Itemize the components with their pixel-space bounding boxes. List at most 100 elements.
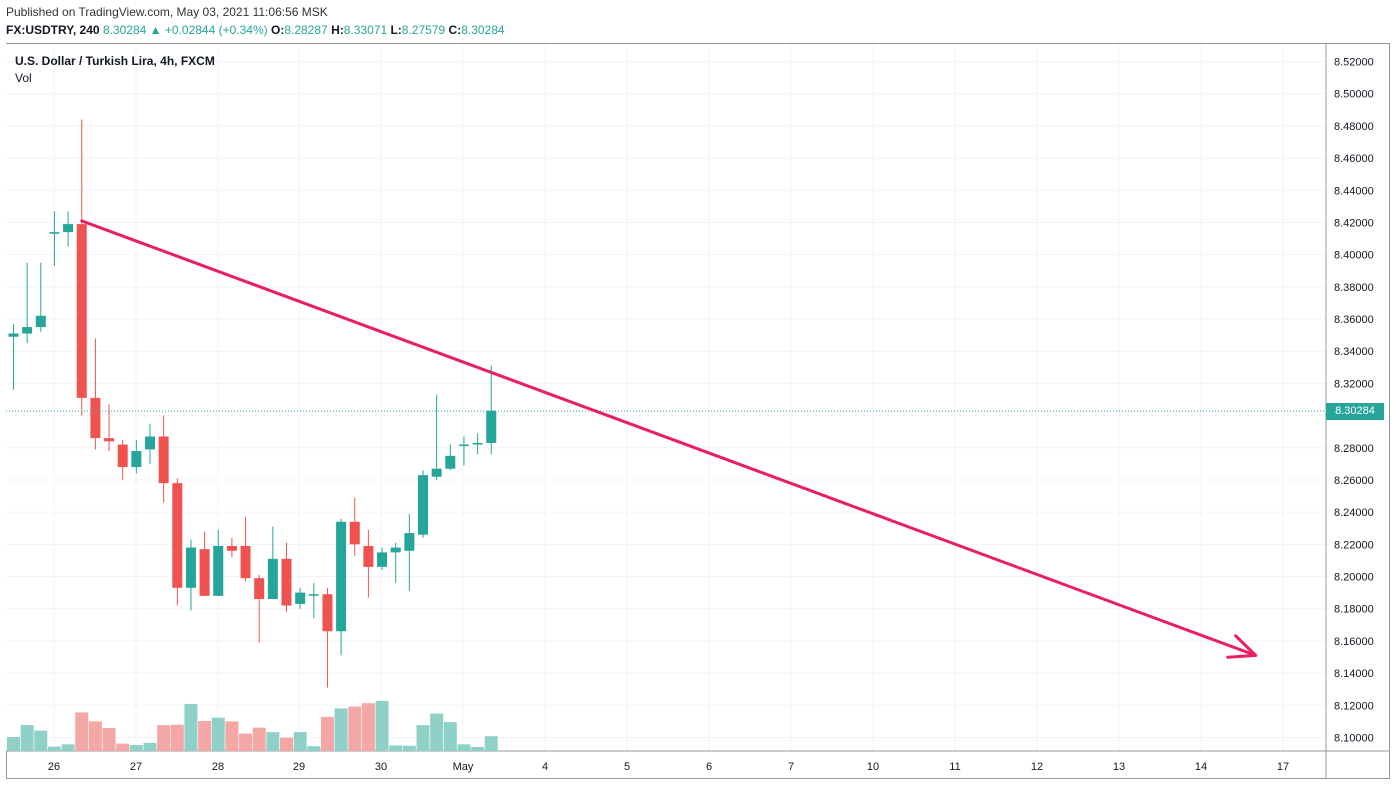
volume-bar xyxy=(20,725,34,751)
high-label: H: xyxy=(331,23,344,37)
candle-body xyxy=(63,224,74,233)
volume-bar xyxy=(225,721,239,751)
candle-body xyxy=(349,521,360,545)
y-tick-label: 8.14000 xyxy=(1334,668,1374,680)
legend-title: U.S. Dollar / Turkish Lira, 4h, FXCM xyxy=(15,54,215,68)
candle-body xyxy=(8,333,19,337)
y-tick-label: 8.44000 xyxy=(1334,185,1374,197)
candle-body xyxy=(308,594,319,596)
y-tick-label: 8.42000 xyxy=(1334,217,1374,229)
volume-bar xyxy=(157,725,171,751)
candle-body xyxy=(472,442,483,445)
low-value: 8.27579 xyxy=(401,23,446,37)
x-tick-label: 27 xyxy=(130,761,142,773)
plot-background xyxy=(6,44,1326,751)
candle-body xyxy=(199,549,210,596)
volume-bar xyxy=(239,733,253,751)
trend-line xyxy=(80,219,1258,657)
candle-body xyxy=(267,558,278,600)
candle-body xyxy=(336,521,347,632)
high-value: 8.33071 xyxy=(343,23,388,37)
volume-bar xyxy=(334,708,348,751)
candle-body xyxy=(226,545,237,551)
x-tick-label: 10 xyxy=(867,761,879,773)
candle-body xyxy=(185,547,196,588)
x-tick-label: 11 xyxy=(949,761,960,773)
candle-body xyxy=(90,397,101,439)
x-tick-label: 26 xyxy=(48,761,60,773)
candle-body xyxy=(445,455,456,469)
y-tick-label: 8.52000 xyxy=(1334,57,1374,69)
y-tick-label: 8.28000 xyxy=(1334,443,1374,455)
candle-body xyxy=(213,545,224,596)
volume-bar xyxy=(361,703,375,751)
candle-body xyxy=(363,545,374,567)
volume-bar xyxy=(457,744,471,751)
trend-arrow-head xyxy=(1226,634,1258,659)
candle-body xyxy=(49,232,60,234)
candle-body xyxy=(377,552,388,567)
candle-body xyxy=(458,444,469,447)
volume-bar xyxy=(443,722,457,751)
y-tick-label: 8.38000 xyxy=(1334,282,1374,294)
price-change: ▲ +0.02844 (+0.34%) xyxy=(149,23,268,37)
y-tick-label: 8.34000 xyxy=(1334,346,1374,358)
y-tick-label: 8.46000 xyxy=(1334,153,1374,165)
candle-body xyxy=(322,594,333,632)
x-tick-label: May xyxy=(453,761,474,773)
x-tick-label: 13 xyxy=(1113,761,1125,773)
last-price: 8.30284 xyxy=(102,23,147,37)
y-tick-label: 8.24000 xyxy=(1334,507,1374,519)
volume-bar xyxy=(293,732,307,751)
open-value: 8.28287 xyxy=(284,23,328,37)
y-tick-label: 8.26000 xyxy=(1334,475,1374,487)
candle-body xyxy=(295,592,306,604)
x-tick-label: 30 xyxy=(375,761,387,773)
x-tick-label: 14 xyxy=(1195,761,1207,773)
volume-bar xyxy=(320,716,334,751)
y-tick-label: 8.18000 xyxy=(1334,604,1374,616)
volume-bar xyxy=(102,728,116,751)
y-tick-label: 8.32000 xyxy=(1334,378,1374,390)
volume-bar xyxy=(198,721,212,751)
candle-body xyxy=(486,410,497,443)
volume-bar xyxy=(7,736,20,751)
y-tick-label: 8.16000 xyxy=(1334,636,1374,648)
candle-body xyxy=(281,558,292,606)
candle-body xyxy=(418,475,428,535)
volume-bar xyxy=(143,742,157,751)
y-tick-label: 8.22000 xyxy=(1334,539,1374,551)
volume-bar xyxy=(280,737,293,751)
x-tick-label: 5 xyxy=(624,761,630,773)
volume-bar xyxy=(266,732,280,751)
volume-bar xyxy=(348,706,362,751)
y-tick-label: 8.50000 xyxy=(1334,89,1374,101)
volume-bar xyxy=(430,713,444,751)
symbol-label[interactable]: FX:USDTRY, 240 xyxy=(6,23,100,37)
volume-bar xyxy=(47,746,61,751)
x-tick-label: 17 xyxy=(1277,761,1289,773)
close-label: C: xyxy=(448,23,462,37)
candle-body xyxy=(172,483,183,588)
ohlc-bar: FX:USDTRY, 240 8.30284 ▲ +0.02844 (+0.34… xyxy=(6,23,505,37)
close-value: 8.30284 xyxy=(461,23,505,37)
x-tick-label: 4 xyxy=(542,761,548,773)
volume-bar xyxy=(402,745,416,751)
volume-bar xyxy=(252,727,266,751)
volume-bar xyxy=(416,725,430,751)
x-tick-label: 6 xyxy=(706,761,712,773)
volume-bar xyxy=(211,717,225,751)
low-label: L: xyxy=(390,23,402,37)
candle-body xyxy=(158,436,169,484)
candle-body xyxy=(390,547,401,553)
y-tick-label: 8.48000 xyxy=(1334,121,1374,133)
candle-body xyxy=(117,444,128,468)
x-tick-label: 12 xyxy=(1031,761,1043,773)
y-tick-label: 8.36000 xyxy=(1334,314,1374,326)
last-price-tag: 8.30284 xyxy=(1326,402,1384,420)
volume-bar xyxy=(129,745,143,751)
volume-legend: Vol xyxy=(15,71,32,85)
volume-bar xyxy=(34,730,48,751)
volume-bar xyxy=(88,721,102,751)
